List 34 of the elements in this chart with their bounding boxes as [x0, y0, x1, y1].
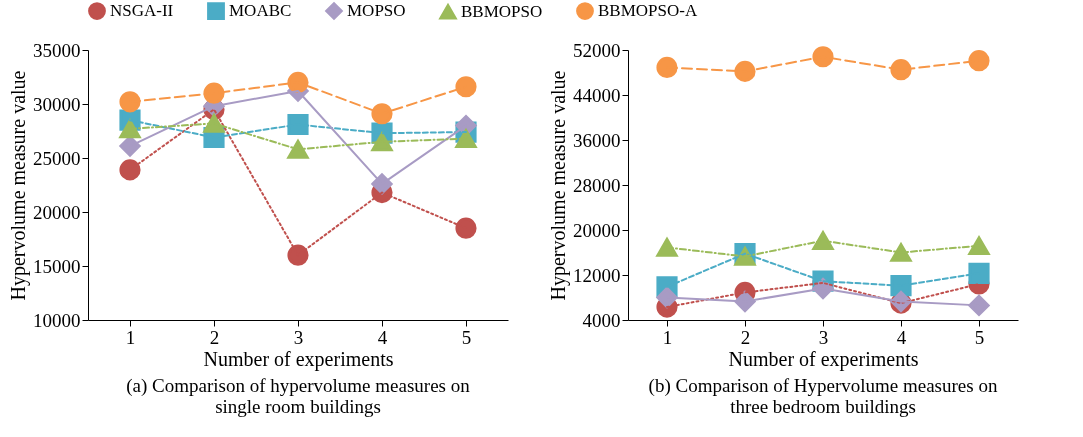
- x-tick-label: 3: [818, 326, 829, 348]
- x-tick-label: 4: [896, 326, 907, 348]
- x-tick-label: 2: [209, 326, 220, 348]
- y-tick-label: 20000: [33, 201, 81, 223]
- x-tick-label: 1: [125, 326, 136, 348]
- x-axis-title: Number of experiments: [728, 347, 919, 371]
- y-tick-label: 35000: [33, 39, 81, 61]
- legend-label: MOABC: [229, 1, 292, 21]
- y-tick-label: 30000: [33, 93, 81, 115]
- text: (a) Comparison of hypervolume measures on single room buildings: [126, 375, 471, 417]
- x-tick-label: 5: [974, 326, 985, 348]
- legend-label: BBMOPSO: [461, 1, 543, 21]
- x-tick-label: 4: [377, 326, 388, 348]
- legend-label: MOPSO: [347, 1, 406, 21]
- y-tick-label: 36000: [573, 129, 621, 151]
- y-tick-label: 28000: [573, 174, 621, 196]
- legend-label: BBMOPSO-A: [598, 1, 698, 21]
- y-tick-label: 20000: [573, 219, 621, 241]
- y-tick-label: 25000: [33, 147, 81, 169]
- x-tick-label: 3: [293, 326, 304, 348]
- y-axis-title: Hypervolume measure value: [547, 70, 570, 301]
- text: (b) Comparison of Hypervolume measures on three bedroom buildings: [648, 375, 998, 417]
- y-tick-label: 15000: [33, 255, 81, 277]
- legend-label: NSGA-II: [110, 1, 174, 21]
- y-axis-title: Hypervolume measure value: [7, 70, 30, 301]
- y-tick-label: 4000: [582, 309, 621, 331]
- y-tick-label: 10000: [33, 309, 81, 331]
- y-tick-label: 44000: [573, 84, 621, 106]
- x-tick-label: 1: [662, 326, 673, 348]
- y-tick-label: 52000: [573, 39, 621, 61]
- x-tick-label: 2: [740, 326, 751, 348]
- x-axis-title: Number of experiments: [203, 347, 394, 371]
- y-tick-label: 12000: [573, 264, 621, 286]
- x-tick-label: 5: [461, 326, 472, 348]
